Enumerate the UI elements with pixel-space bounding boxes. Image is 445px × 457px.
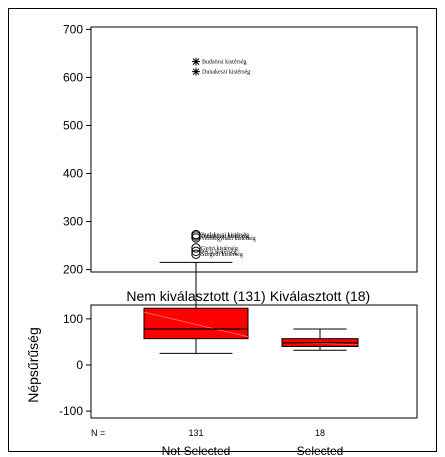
- outlier-label: Pécsi kistérség: [201, 249, 237, 255]
- y-tick-label: 100: [63, 312, 83, 326]
- outlier-label: Györi kistérség: [201, 246, 238, 252]
- y-tick-label: 500: [63, 118, 83, 132]
- chart-frame: [8, 8, 437, 452]
- group-label-top: Nem kiválasztott (131): [126, 288, 265, 304]
- outlier-label: Szegedi kistérség: [201, 252, 243, 258]
- extreme-point: [192, 57, 200, 66]
- n-prefix-label: N =: [91, 428, 105, 438]
- group-label-bottom: Selected: [297, 444, 344, 457]
- y-tick-label: 200: [63, 263, 83, 277]
- outlier-point: [191, 249, 201, 259]
- upper-plot-area: [90, 26, 418, 273]
- y-tick-label: 400: [63, 167, 83, 181]
- y-tick-label: 700: [63, 22, 83, 36]
- outlier-label: Budakeszi kistérség: [201, 233, 249, 239]
- y-tick-label: -100: [59, 404, 83, 418]
- outlier-point: [191, 233, 201, 243]
- extreme-label: Dunakeszi kistérség: [202, 70, 250, 76]
- outlier-point: [191, 246, 201, 257]
- group-n-label: 131: [188, 428, 203, 438]
- y-axis-label: Népsűrűség: [25, 327, 41, 403]
- y-tick-label: 0: [76, 358, 83, 372]
- group-label-top: Kiválasztott (18): [270, 288, 370, 304]
- outlier-point: [191, 243, 201, 253]
- extreme-point: [192, 67, 200, 76]
- y-tick-label: 600: [63, 70, 83, 84]
- group-label-bottom: Not Selected: [162, 444, 231, 457]
- iqr-box: [143, 307, 249, 340]
- box-shading-line: [143, 311, 249, 337]
- extreme-label: Budaörsi kistérség: [202, 60, 247, 66]
- group-n-label: 18: [315, 428, 325, 438]
- lower-plot-area: [90, 304, 418, 419]
- outlier-label: Veresegyházi kistérség: [201, 236, 256, 242]
- outlier-label: Dunakeszi kistérség: [201, 234, 249, 240]
- y-tick-label: 300: [63, 215, 83, 229]
